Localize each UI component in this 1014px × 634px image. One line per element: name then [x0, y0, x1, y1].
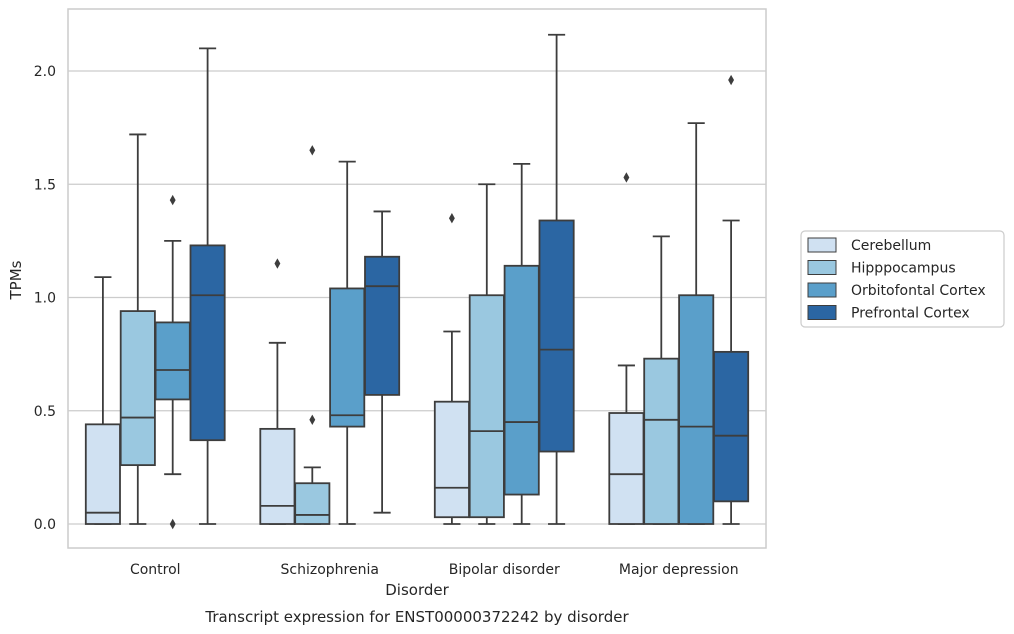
y-tick-label: 1.0	[34, 291, 56, 307]
box-body	[713, 350, 750, 503]
plot-frame	[67, 8, 767, 549]
box-prefrontal-cortex	[189, 47, 226, 525]
x-tick-label: Major depression	[619, 562, 739, 578]
box-body	[608, 412, 645, 525]
chart-caption: Transcript expression for ENST0000037224…	[204, 608, 629, 626]
box-hipppocampus	[643, 235, 680, 525]
y-tick-label: 2.0	[34, 64, 56, 80]
x-tick-label: Control	[130, 562, 181, 578]
box-body	[294, 482, 331, 525]
box-cerebellum	[608, 172, 645, 525]
outlier-point	[169, 194, 176, 206]
outlier-point	[623, 172, 630, 183]
legend-label: Cerebellum	[851, 238, 931, 254]
box-orbitofontal-cortex	[154, 194, 191, 530]
box-body	[433, 400, 470, 519]
box-body	[329, 287, 366, 428]
box-orbitofontal-cortex	[503, 162, 540, 525]
box-hipppocampus	[294, 145, 331, 525]
box-hipppocampus	[468, 183, 505, 525]
legend-swatch	[807, 282, 837, 298]
x-tick-label: Schizophrenia	[281, 562, 379, 578]
box-orbitofontal-cortex	[329, 160, 366, 525]
box-body	[678, 294, 715, 525]
legend-label: Hipppocampus	[851, 261, 956, 277]
box-prefrontal-cortex	[713, 74, 750, 525]
box-body	[468, 294, 505, 519]
box-cerebellum	[433, 213, 470, 525]
box-body	[189, 244, 226, 442]
legend: Cerebellum Hipppocampus Orbitofontal Corte…	[800, 230, 1005, 328]
outlier-point	[309, 414, 316, 426]
box-body	[503, 264, 540, 496]
box-cerebellum	[259, 258, 296, 525]
outlier-point	[274, 258, 281, 269]
box-body	[119, 310, 156, 467]
legend-swatch	[807, 237, 837, 253]
box-body	[84, 423, 121, 525]
y-tick-label: 0.0	[34, 517, 56, 533]
legend-swatch	[807, 305, 837, 320]
box-cerebellum	[84, 276, 121, 525]
box-orbitofontal-cortex	[678, 122, 715, 525]
box-body	[538, 219, 575, 453]
box-body	[154, 321, 191, 401]
outlier-point	[448, 213, 455, 224]
x-tick-labels: Control Schizophrenia Bipolar disorder Majo…	[130, 562, 739, 578]
box-prefrontal-cortex	[538, 33, 575, 525]
legend-swatch	[807, 260, 837, 275]
box-body	[259, 427, 296, 525]
box-prefrontal-cortex	[364, 210, 401, 514]
box-body	[643, 357, 680, 525]
outlier-point	[309, 145, 316, 156]
outlier-point	[728, 74, 735, 86]
outlier-point	[169, 518, 176, 530]
x-axis-label: Disorder	[385, 581, 449, 599]
box-body	[364, 255, 401, 396]
y-tick-labels: 0.0 0.5 1.0 1.5 2.0	[34, 64, 56, 533]
y-tick-label: 0.5	[34, 404, 56, 420]
box-hipppocampus	[119, 133, 156, 525]
y-tick-label: 1.5	[34, 177, 56, 193]
legend-frame	[800, 230, 1005, 328]
box-series	[84, 33, 750, 530]
legend-label: Orbitofontal Cortex	[851, 283, 986, 299]
legend-label: Prefrontal Cortex	[851, 306, 970, 322]
y-axis-label: TPMs	[7, 260, 25, 300]
x-tick-label: Bipolar disorder	[449, 562, 560, 578]
